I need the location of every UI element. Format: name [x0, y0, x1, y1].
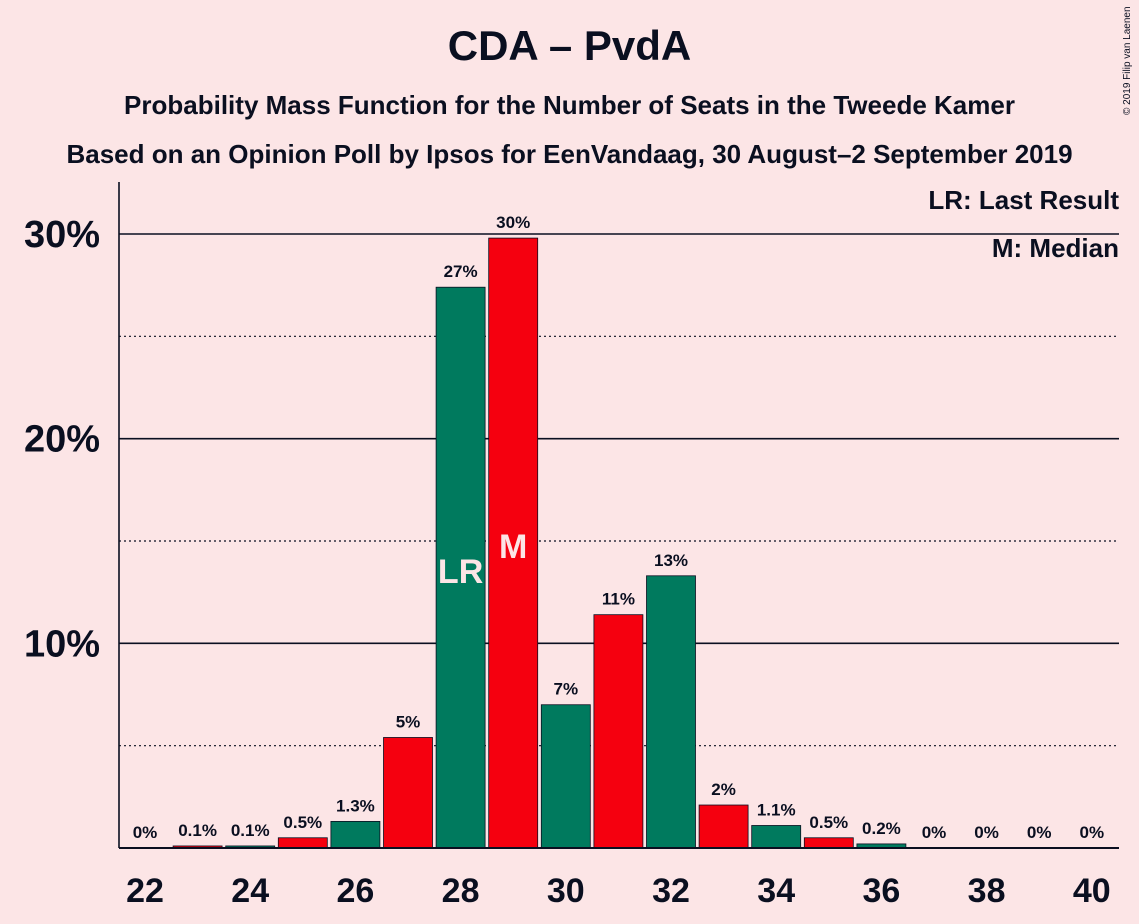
bar-seat-29 [488, 237, 539, 849]
bar-value-label: 0% [974, 823, 999, 842]
bar-value-label: 0% [1080, 823, 1105, 842]
bar-value-label: 0.5% [283, 813, 322, 832]
bar-seat-30 [540, 704, 591, 849]
x-tick-label: 24 [231, 872, 269, 910]
bar-value-label: 30% [496, 213, 530, 232]
bar-value-label: 0% [1027, 823, 1052, 842]
x-tick-label: 36 [862, 872, 900, 910]
x-tick-label: 34 [757, 872, 795, 910]
bar-seat-27 [383, 737, 433, 849]
bar-value-label: 27% [444, 262, 478, 281]
chart-subtitle: Probability Mass Function for the Number… [124, 90, 1015, 120]
bar-value-label: 1.1% [757, 800, 796, 819]
bar-value-label: 0.2% [862, 819, 901, 838]
legend-median: M: Median [991, 233, 1119, 263]
x-tick-label: 28 [442, 872, 480, 910]
bar-seat-31 [593, 614, 644, 849]
x-tick-label: 38 [968, 872, 1006, 910]
bar-value-label: 7% [554, 680, 579, 699]
bar-value-label: 11% [602, 590, 635, 609]
bar-seat-35 [803, 837, 854, 849]
bar-value-label: 0% [922, 823, 947, 842]
median-marker: M [499, 528, 527, 566]
bar-value-label: 13% [654, 551, 688, 570]
bar-value-label: 0.1% [231, 821, 270, 840]
y-tick-label: 10% [24, 623, 100, 665]
x-tick-label: 30 [547, 872, 585, 910]
x-tick-label: 26 [336, 872, 374, 910]
bar-seat-33 [698, 804, 749, 849]
x-tick-label: 40 [1073, 872, 1111, 910]
bar-value-label: 0.5% [809, 813, 848, 832]
bar-seat-34 [751, 825, 802, 849]
bar-value-label: 1.3% [336, 796, 375, 815]
bar-seat-26 [330, 820, 381, 849]
last-result-marker: LR [438, 553, 483, 591]
bar-value-label: 5% [396, 712, 421, 731]
y-tick-label: 30% [24, 214, 100, 256]
y-tick-label: 20% [24, 419, 100, 461]
bar-value-label: 2% [711, 780, 736, 799]
x-tick-label: 22 [126, 872, 164, 910]
bar-seat-28 [435, 286, 486, 849]
bar-seat-25 [277, 837, 328, 849]
bar-value-label: 0.1% [178, 821, 217, 840]
x-tick-label: 32 [652, 872, 690, 910]
chart-title: CDA – PvdA [447, 22, 692, 69]
bar-seat-32 [646, 575, 696, 849]
chart-subtitle-source: Based on an Opinion Poll by Ipsos for Ee… [66, 139, 1073, 169]
bar-value-label: 0% [133, 823, 158, 842]
legend-last-result: LR: Last Result [928, 185, 1119, 215]
